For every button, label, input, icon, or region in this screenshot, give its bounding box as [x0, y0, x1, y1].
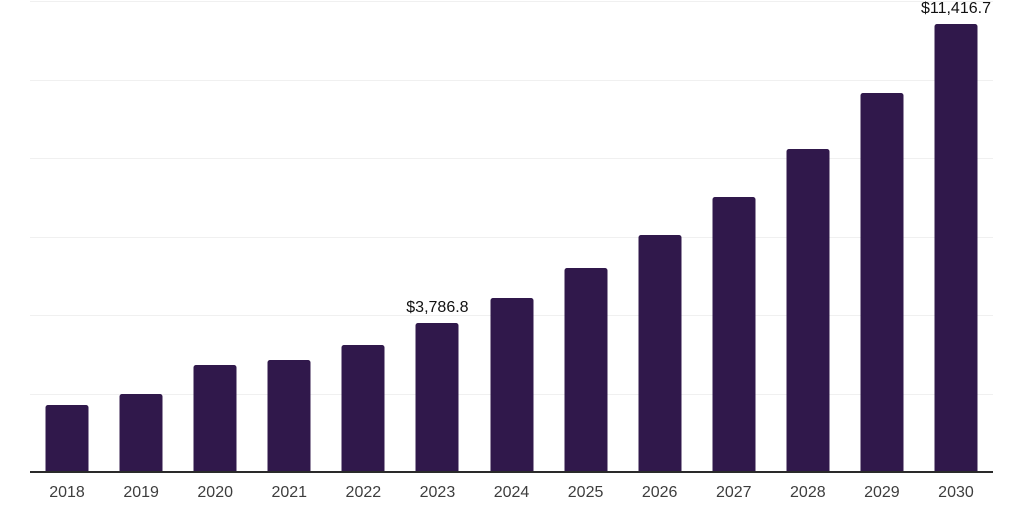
x-tick-2020: 2020 [197, 484, 233, 501]
bar-slot-2024 [474, 1, 548, 472]
bar-2025 [564, 267, 608, 472]
bar-slot-2018 [30, 1, 104, 472]
value-label-2030: $11,416.7 [920, 0, 991, 17]
gridline-12000 [30, 1, 993, 2]
bar-slot-2029 [845, 1, 919, 472]
bar-slot-2028 [771, 1, 845, 472]
bar-2026 [638, 235, 682, 472]
bar-2027 [712, 196, 756, 472]
gridline-6000 [30, 236, 993, 238]
bar-slot-2026 [623, 1, 697, 472]
x-tick-2025: 2025 [567, 484, 604, 501]
plot-area: $3,786.8 $11,416.7 [30, 0, 993, 472]
x-axis-tick-labels: 2018 2019 2020 2021 2022 2023 2024 2025 2026 2027… [30, 485, 993, 501]
x-tick-2028: 2028 [790, 484, 826, 501]
x-tick-2022: 2022 [345, 484, 382, 501]
bar-2019 [119, 394, 163, 472]
bar-slot-2022 [326, 1, 400, 472]
x-tick-2021: 2021 [271, 484, 308, 501]
bar-2028 [786, 148, 830, 472]
x-tick-2026: 2026 [641, 484, 678, 501]
bar-slot-2020 [178, 1, 252, 472]
bar-slot-2021 [252, 1, 326, 472]
value-label-2023: $3,786.8 [406, 299, 469, 317]
bar-2020 [193, 365, 237, 472]
bar-slot-2025 [549, 1, 623, 472]
x-tick-2023: 2023 [419, 484, 456, 501]
x-tick-2030: 2030 [938, 484, 974, 501]
x-tick-2018: 2018 [49, 484, 85, 501]
bar-2022 [341, 344, 385, 472]
bar-2030 [934, 23, 978, 472]
bar-slot-2019 [104, 1, 178, 472]
x-tick-2027: 2027 [715, 484, 752, 501]
bar-2021 [267, 360, 311, 472]
bar-2024 [490, 298, 533, 472]
bars-group: $3,786.8 $11,416.7 [30, 0, 993, 472]
gridline-8000 [30, 158, 993, 159]
x-tick-2024: 2024 [493, 484, 530, 501]
x-axis-line [30, 471, 993, 473]
bar-2018 [45, 405, 89, 472]
bar-2029 [860, 92, 904, 472]
x-tick-2019: 2019 [123, 484, 159, 501]
bar-slot-2027 [697, 1, 771, 472]
gridline-10000 [30, 79, 993, 81]
x-tick-2029: 2029 [864, 484, 900, 501]
bar-slot-2023: $3,786.8 [400, 1, 474, 472]
bar-2023 [415, 323, 459, 472]
bar-slot-2030: $11,416.7 [919, 0, 993, 472]
